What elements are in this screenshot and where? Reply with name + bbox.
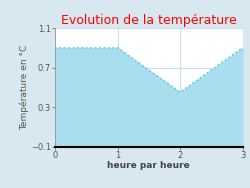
- Y-axis label: Température en °C: Température en °C: [20, 45, 29, 130]
- Title: Evolution de la température: Evolution de la température: [61, 14, 236, 27]
- X-axis label: heure par heure: heure par heure: [108, 161, 190, 170]
